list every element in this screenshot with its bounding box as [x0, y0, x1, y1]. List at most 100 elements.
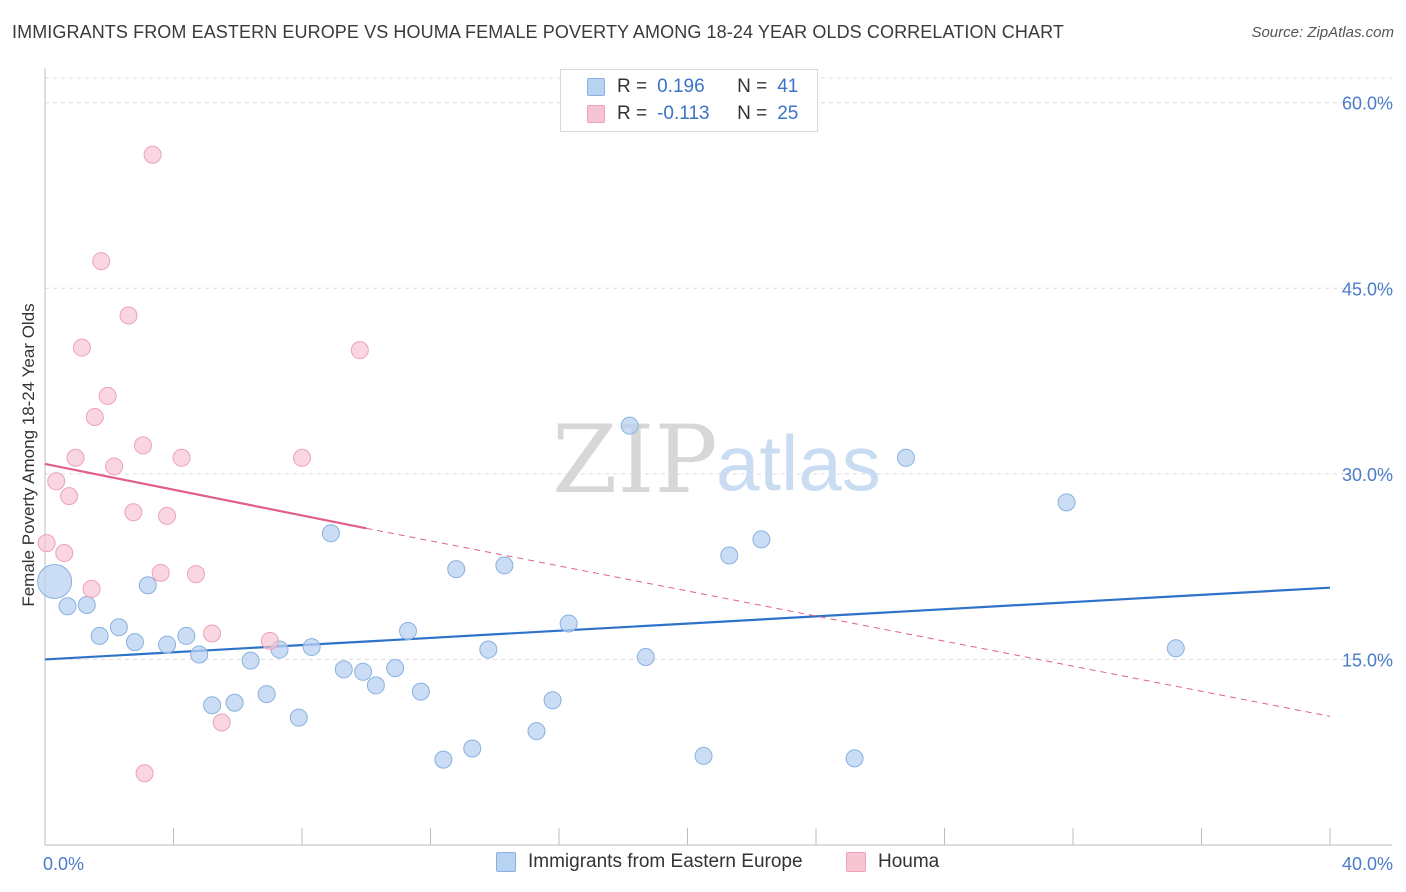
- point-immigrants: [77, 596, 96, 615]
- point-houma: [260, 631, 279, 650]
- point-immigrants: [334, 660, 353, 679]
- y-axis-label: Female Poverty Among 18-24 Year Olds: [19, 303, 38, 606]
- grid-lines: [45, 77, 1392, 660]
- legend-item-houma: Houma: [846, 851, 939, 873]
- point-houma: [105, 457, 124, 476]
- point-immigrants: [158, 635, 177, 654]
- point-immigrants: [203, 696, 222, 715]
- y-tick-label: 60.0%: [1342, 94, 1393, 114]
- point-immigrants: [125, 633, 144, 652]
- point-immigrants: [399, 621, 418, 640]
- point-immigrants: [495, 556, 514, 575]
- source-credit: Source: ZipAtlas.com: [1251, 24, 1394, 41]
- legend-swatch-pink: [587, 105, 605, 123]
- point-immigrants: [1166, 639, 1185, 658]
- point-houma: [60, 487, 79, 506]
- axes: [44, 68, 1392, 846]
- point-houma: [135, 764, 154, 783]
- stats-legend: R = 0.196 N = 41 R = -0.113 N = 25: [560, 69, 818, 132]
- point-houma: [92, 252, 111, 271]
- point-immigrants: [896, 448, 915, 467]
- point-houma: [47, 472, 66, 491]
- point-houma: [133, 436, 152, 455]
- point-houma: [124, 503, 143, 522]
- point-immigrants: [225, 693, 244, 712]
- point-immigrants: [37, 563, 73, 599]
- legend-n-value: 25: [777, 103, 799, 124]
- point-immigrants: [463, 739, 482, 758]
- legend-n-label: N =: [737, 103, 768, 124]
- legend-swatch-blue: [587, 78, 605, 96]
- point-immigrants: [386, 659, 405, 678]
- point-houma: [143, 145, 162, 164]
- watermark-atlas: atlas: [716, 419, 881, 507]
- y-tick-label: 30.0%: [1342, 465, 1393, 485]
- point-houma: [151, 563, 170, 582]
- point-houma: [350, 341, 369, 360]
- point-immigrants: [289, 708, 308, 727]
- trendline-houma: [366, 527, 1331, 717]
- point-houma: [37, 534, 56, 553]
- legend-row-pink: R = -0.113 N = 25: [587, 102, 798, 126]
- point-immigrants: [302, 638, 321, 657]
- legend-r-label: R =: [617, 76, 648, 97]
- point-immigrants: [636, 647, 655, 666]
- point-immigrants: [694, 746, 713, 765]
- point-immigrants: [190, 645, 209, 664]
- point-immigrants: [527, 722, 546, 741]
- y-tick-label: 45.0%: [1342, 279, 1393, 299]
- legend-n-value: 41: [777, 76, 799, 97]
- legend-swatch-blue: [496, 852, 516, 872]
- point-immigrants: [257, 685, 276, 704]
- point-immigrants: [354, 662, 373, 681]
- point-immigrants: [620, 416, 639, 435]
- point-immigrants: [447, 560, 466, 579]
- point-houma: [66, 448, 85, 467]
- point-houma: [72, 338, 91, 357]
- point-immigrants: [321, 524, 340, 543]
- point-houma: [212, 713, 231, 732]
- legend-n-label: N =: [737, 76, 768, 97]
- legend-label-houma: Houma: [878, 851, 940, 872]
- point-houma: [82, 579, 101, 598]
- legend-item-immigrants: Immigrants from Eastern Europe: [496, 851, 803, 873]
- tick-labels: 15.0% 30.0% 45.0% 60.0% 0.0% 40.0%: [43, 94, 1393, 874]
- point-immigrants: [58, 597, 77, 616]
- trendlines: [44, 462, 1331, 717]
- point-immigrants: [720, 546, 739, 565]
- point-houma: [172, 448, 191, 467]
- point-immigrants: [366, 676, 385, 695]
- legend-r-label: R =: [617, 103, 648, 124]
- point-immigrants: [434, 750, 453, 769]
- point-immigrants: [90, 626, 109, 645]
- point-immigrants: [241, 651, 260, 670]
- point-immigrants: [479, 640, 498, 659]
- trendline-houma: [44, 462, 367, 530]
- point-immigrants: [559, 614, 578, 633]
- legend-r-value: 0.196: [657, 76, 705, 97]
- point-houma: [55, 544, 74, 563]
- point-immigrants: [1057, 493, 1076, 512]
- point-immigrants: [543, 691, 562, 710]
- point-houma: [85, 407, 104, 426]
- x-tick-label: 0.0%: [43, 854, 84, 874]
- point-houma: [98, 386, 117, 405]
- point-houma: [203, 624, 222, 643]
- watermark: ZIP atlas: [552, 406, 881, 515]
- point-immigrants: [109, 618, 128, 637]
- point-houma: [186, 565, 205, 584]
- point-houma: [293, 448, 311, 467]
- point-houma: [158, 506, 177, 525]
- data-points: [37, 145, 1185, 783]
- legend-swatch-pink: [846, 852, 866, 872]
- point-immigrants: [845, 749, 864, 768]
- point-immigrants: [138, 576, 157, 595]
- y-tick-label: 15.0%: [1342, 650, 1393, 670]
- point-immigrants: [177, 626, 196, 645]
- legend-r-value: -0.113: [657, 103, 710, 124]
- point-immigrants: [411, 682, 430, 701]
- chart-title: IMMIGRANTS FROM EASTERN EUROPE VS HOUMA …: [12, 22, 1064, 42]
- point-immigrants: [752, 530, 771, 549]
- legend-label-immigrants: Immigrants from Eastern Europe: [528, 851, 803, 872]
